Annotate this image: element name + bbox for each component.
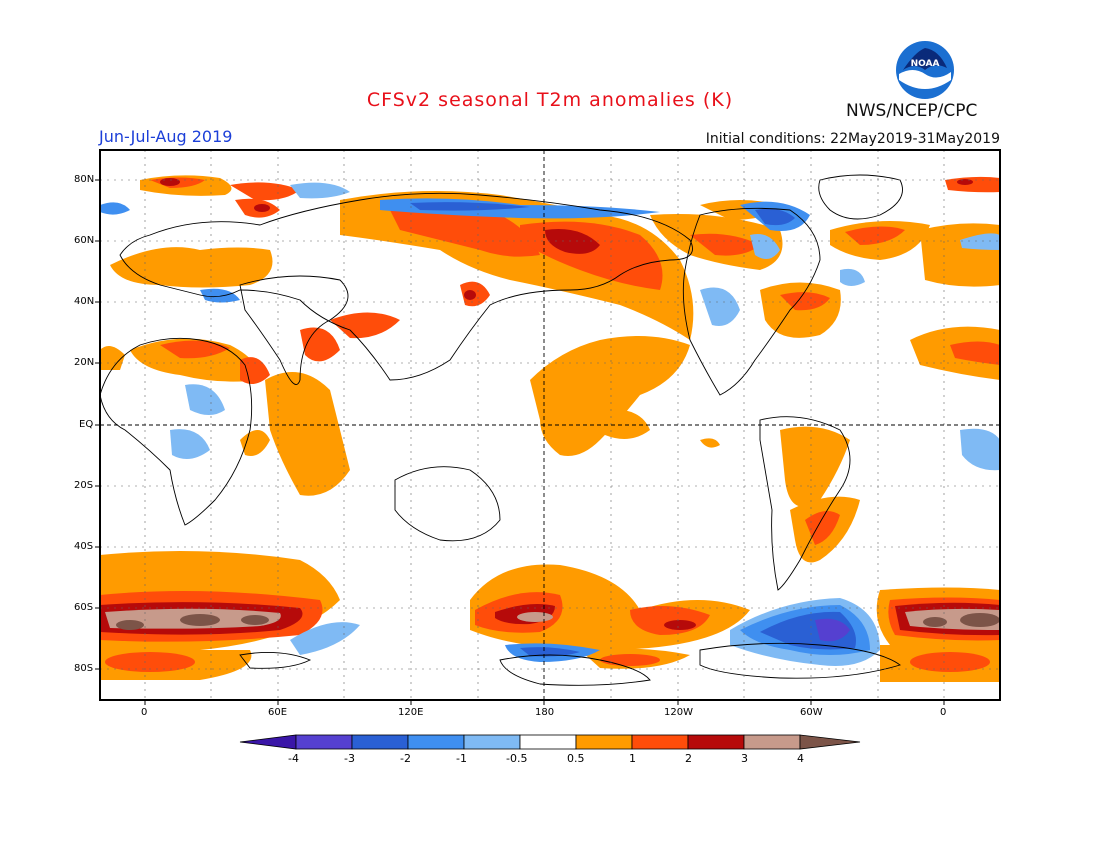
colorbar-bin: [463, 734, 521, 750]
lon-label: 180: [535, 707, 555, 718]
colorbar-label: 1: [629, 752, 636, 765]
noaa-logo-text: NOAA: [911, 59, 940, 69]
lat-label: 40N: [74, 296, 95, 307]
antarctic-cool-anomaly: [290, 598, 880, 666]
colorbar-bin-lt-4: [239, 734, 297, 750]
lat-label: 60N: [74, 235, 95, 246]
lat-label: 80N: [74, 174, 95, 185]
colorbar-bin: [351, 734, 409, 750]
colorbar-label: -0.5: [506, 752, 528, 765]
agency-label: NWS/NCEP/CPC: [846, 101, 978, 121]
colorbar-label: -4: [288, 752, 299, 765]
colorbar-label: -3: [344, 752, 355, 765]
colorbar-bin: [743, 734, 801, 750]
axis-ticks: [95, 179, 945, 705]
colorbar: [239, 734, 861, 750]
tropical-warm-anomaly: [100, 312, 1000, 563]
lat-label: 60S: [74, 602, 94, 613]
colorbar-bin: [687, 734, 745, 750]
lat-label: 20S: [74, 480, 94, 491]
map-title: CFSv2 seasonal T2m anomalies (K): [366, 89, 734, 111]
lat-label: 40S: [74, 541, 94, 552]
colorbar-label: -2: [400, 752, 411, 765]
northern-warm-anomaly: [110, 175, 1000, 340]
colorbar-bin: [631, 734, 689, 750]
lat-label: EQ: [79, 419, 94, 430]
initial-conditions-label: Initial conditions: 22May2019-31May2019: [705, 131, 1000, 147]
colorbar-label: 3: [741, 752, 748, 765]
colorbar-bin-gt-4: [799, 734, 861, 750]
lon-label: 120E: [398, 707, 424, 718]
lat-label: 20N: [74, 357, 95, 368]
colorbar-label: 4: [797, 752, 804, 765]
lon-label: 120W: [664, 707, 693, 718]
lon-label: 0: [940, 707, 947, 718]
lon-label: 60W: [800, 707, 823, 718]
colorbar-label: 2: [685, 752, 692, 765]
anomaly-fields: [100, 150, 1000, 700]
southern-ocean-warm-anomaly: [100, 551, 1000, 682]
season-label: Jun-Jul-Aug 2019: [99, 127, 233, 146]
colorbar-label: -1: [456, 752, 467, 765]
colorbar-bin: [575, 734, 633, 750]
arctic-cool-anomaly: [100, 182, 1000, 471]
lon-label: 0: [141, 707, 148, 718]
equator-dateline: [100, 150, 1000, 700]
colorbar-bin: [295, 734, 353, 750]
colorbar-bin: [407, 734, 465, 750]
lat-label: 80S: [74, 663, 94, 674]
colorbar-label: 0.5: [567, 752, 585, 765]
colorbar-bin: [519, 734, 577, 750]
noaa-logo: NOAA: [896, 41, 954, 99]
coastlines: [100, 174, 903, 686]
lon-label: 60E: [268, 707, 288, 718]
